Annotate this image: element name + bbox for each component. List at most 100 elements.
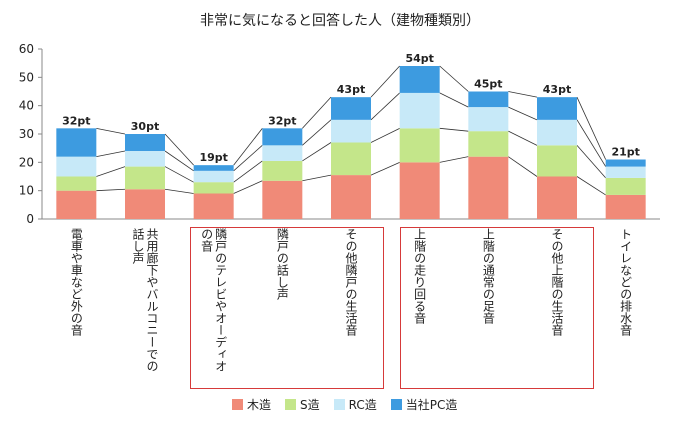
- series-connector: [96, 150, 126, 158]
- bar-segment-1: [193, 193, 234, 219]
- series-connector: [164, 166, 194, 183]
- y-tick-label: 50: [19, 70, 34, 84]
- bar-segment-2: [605, 177, 646, 195]
- bar-segment-4: [262, 128, 303, 146]
- total-label: 32pt: [62, 114, 90, 127]
- category-label: 共用廊下やバルコニーでの 話し声: [131, 228, 159, 372]
- y-tick-label: 30: [19, 127, 34, 141]
- series-connector: [233, 128, 263, 166]
- category-label: その他隣戸の生活音: [344, 228, 358, 336]
- y-tick-label: 40: [19, 99, 34, 113]
- bar-segment-4: [331, 97, 371, 120]
- series-connector: [508, 156, 538, 177]
- bar-segment-1: [399, 162, 440, 219]
- y-tick-label: 20: [19, 155, 34, 169]
- legend-swatch: [333, 399, 345, 410]
- series-connector: [96, 166, 126, 177]
- bar-segment-2: [125, 166, 165, 190]
- total-label: 32pt: [268, 114, 296, 127]
- bar-segment-2: [399, 128, 440, 163]
- bar-segment-3: [468, 107, 509, 132]
- highlight-box-upstairs: [400, 227, 594, 389]
- bar-segment-3: [193, 170, 234, 183]
- bar-segment-3: [331, 119, 371, 143]
- bar-segment-2: [537, 145, 577, 177]
- chart-title: 非常に気になると回答した人（建物種類別）: [200, 13, 480, 29]
- series-connector: [370, 161, 400, 176]
- series-connector: [233, 180, 263, 194]
- series-connector: [370, 65, 400, 98]
- bar-segment-4: [537, 97, 577, 120]
- category-label: 電車や車など外の音: [69, 228, 84, 336]
- bar-segment-1: [468, 156, 509, 219]
- series-connector: [508, 106, 538, 121]
- bar-segment-1: [56, 190, 97, 219]
- total-label: 30pt: [131, 120, 159, 133]
- series-connector: [302, 119, 332, 146]
- legend-label: 木造: [247, 398, 272, 412]
- total-label: 43pt: [337, 83, 365, 96]
- y-tick-label: 0: [26, 212, 34, 226]
- total-label: 43pt: [543, 83, 571, 96]
- series-connector: [164, 133, 194, 166]
- series-connector: [439, 92, 469, 108]
- series-connector: [439, 127, 469, 132]
- bar-segment-4: [399, 66, 440, 93]
- highlight-box-neighbor: [190, 227, 384, 389]
- series-connector: [576, 145, 606, 179]
- legend-swatch: [390, 399, 402, 410]
- legend-item: 木造: [232, 396, 271, 413]
- category-label: 隣戸のテレビやオーディオ の音: [199, 228, 228, 372]
- series-connector: [576, 119, 607, 167]
- series-connector: [164, 188, 194, 194]
- total-label: 45pt: [474, 78, 502, 91]
- bar-segment-4: [193, 165, 234, 171]
- category-label: 上階の走り回る音: [412, 228, 427, 324]
- series-connector: [370, 127, 400, 143]
- legend-item: S造: [285, 396, 320, 413]
- category-label: 隣戸の話し声: [275, 228, 290, 300]
- total-label: 19pt: [199, 151, 227, 164]
- legend-item: 当社PC造: [390, 396, 457, 413]
- y-tick-label: 10: [19, 184, 34, 198]
- bar-segment-1: [605, 194, 646, 219]
- bar-segment-1: [262, 180, 303, 219]
- legend: 木造 S造 RC造 当社PC造: [232, 396, 457, 413]
- bar-segment-3: [399, 92, 440, 129]
- series-connector: [370, 92, 400, 121]
- bar-segment-4: [56, 128, 97, 157]
- bar-segment-3: [605, 166, 646, 178]
- legend-swatch: [285, 399, 297, 410]
- bar-segment-3: [125, 151, 165, 167]
- series-connector: [302, 142, 332, 162]
- bar-segment-3: [262, 145, 303, 161]
- series-connector: [233, 145, 263, 172]
- legend-item: RC造: [333, 396, 377, 413]
- y-tick-label: 60: [19, 42, 34, 56]
- total-label: 54pt: [405, 52, 433, 65]
- bar-segment-2: [56, 176, 97, 191]
- total-label: 21pt: [611, 146, 639, 159]
- series-connector: [439, 65, 469, 92]
- category-label: その他上階の生活音: [550, 228, 564, 336]
- series-connector: [576, 176, 606, 196]
- bar-segment-2: [468, 131, 509, 157]
- series-connector: [96, 127, 126, 135]
- series-connector: [302, 174, 332, 182]
- bar-segment-2: [331, 142, 371, 176]
- bar-segment-1: [331, 175, 371, 219]
- bar-segment-1: [537, 176, 577, 219]
- bar-segment-4: [605, 159, 646, 167]
- series-connector: [508, 91, 538, 98]
- legend-label: RC造: [348, 398, 377, 412]
- legend-label: S造: [300, 398, 320, 412]
- bar-segment-2: [262, 160, 303, 181]
- series-connector: [508, 130, 538, 146]
- series-connector: [233, 160, 263, 183]
- series-connector: [96, 188, 126, 192]
- bar-segment-3: [56, 156, 97, 177]
- bar-segment-4: [125, 134, 165, 151]
- series-connector: [439, 156, 469, 163]
- category-label: 上階の通常の足音: [481, 228, 496, 324]
